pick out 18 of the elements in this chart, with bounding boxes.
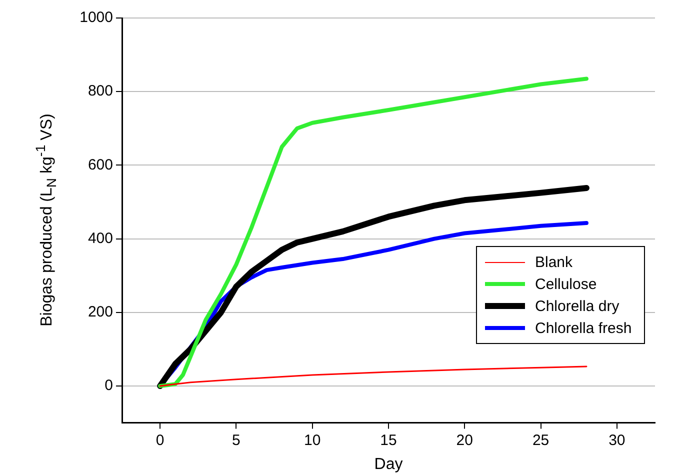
x-tick-label: 20	[456, 432, 473, 449]
legend-label: Chlorella dry	[535, 298, 620, 314]
x-tick-label: 10	[304, 432, 321, 449]
legend-label: Cellulose	[535, 276, 597, 292]
y-tick-label: 1000	[80, 9, 113, 26]
x-tick-label: 30	[608, 432, 626, 449]
x-tick-label: 0	[156, 432, 164, 449]
y-tick-label: 800	[88, 82, 113, 100]
x-tick-label: 15	[380, 432, 397, 449]
y-tick-label: 200	[88, 304, 113, 321]
x-axis-title: Day	[374, 456, 403, 473]
legend-label: Blank	[535, 254, 573, 270]
x-tick-label: 25	[532, 432, 550, 449]
y-tick-label: 600	[88, 156, 113, 174]
y-tick-label: 400	[88, 230, 113, 247]
y-tick-label: 0	[104, 377, 113, 394]
x-tick-label: 5	[232, 432, 240, 449]
legend-label: Chlorella fresh	[535, 320, 632, 336]
